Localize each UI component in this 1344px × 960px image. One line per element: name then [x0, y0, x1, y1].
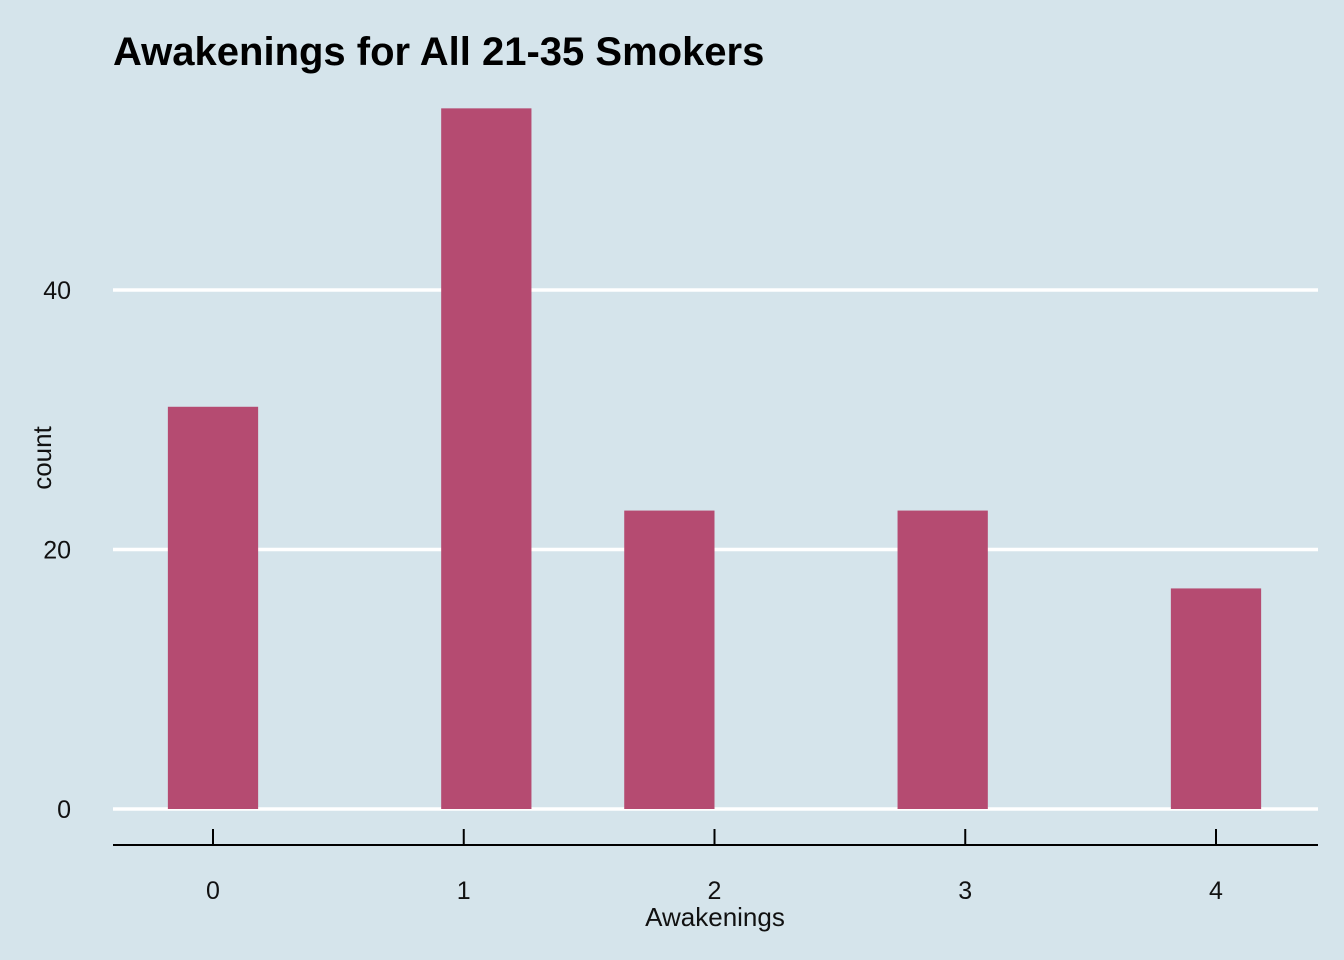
x-tick-label: 3 [958, 877, 972, 905]
y-tick-label: 20 [43, 537, 71, 565]
y-axis-title: count [27, 425, 57, 489]
x-tick-label: 1 [457, 877, 471, 905]
y-tick-label: 0 [57, 796, 71, 824]
chart-title: Awakenings for All 21-35 Smokers [113, 30, 765, 74]
bars [167, 108, 1262, 810]
y-axis: 0 20 40 [43, 277, 71, 824]
bar-2 [624, 510, 715, 809]
x-axis-title: Awakenings [645, 902, 785, 932]
x-axis: 0 1 2 3 4 [113, 829, 1318, 905]
bar-0 [167, 406, 259, 809]
bar-3 [897, 510, 988, 809]
grid-lines [113, 288, 1318, 811]
x-tick-label: 4 [1209, 877, 1223, 905]
bar-4 [1170, 588, 1262, 809]
y-tick-label: 40 [43, 277, 71, 305]
x-tick-label: 2 [708, 877, 722, 905]
bar-1 [441, 108, 532, 810]
x-tick-label: 0 [206, 877, 220, 905]
